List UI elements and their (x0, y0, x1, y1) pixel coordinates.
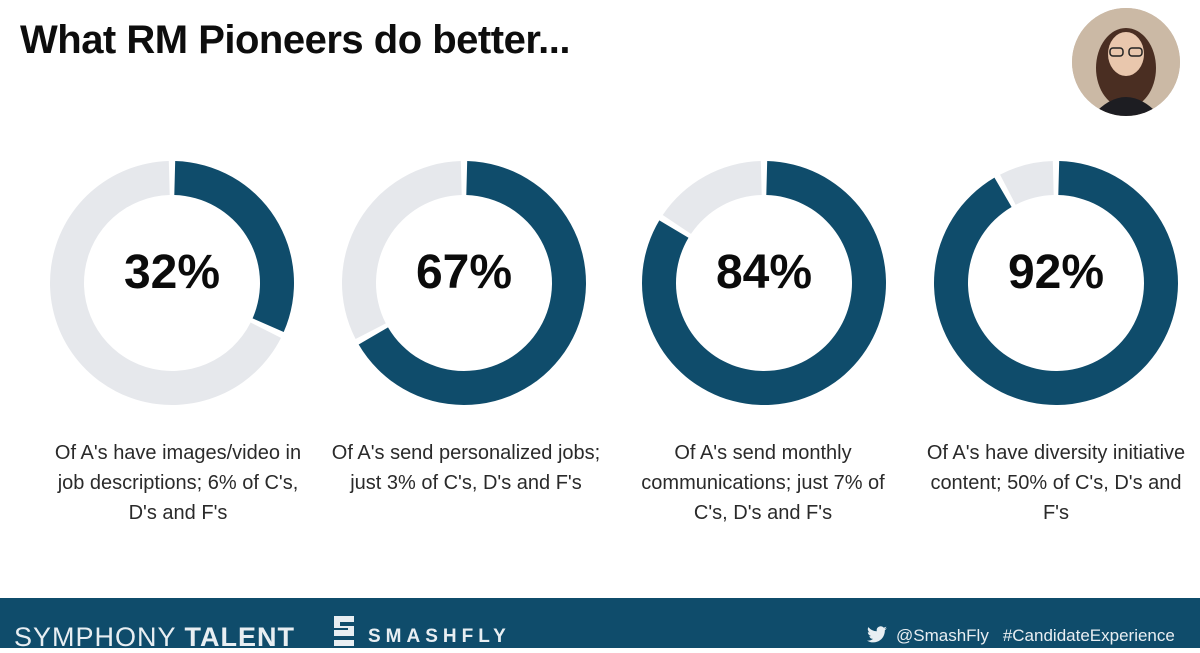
smashfly-logo-icon (334, 616, 354, 646)
donut-svg-4 (934, 161, 1178, 405)
donut-slice-value-1 (174, 161, 294, 333)
caption-3: Of A's send monthly communications; just… (641, 442, 885, 524)
presenter-avatar (1072, 8, 1180, 116)
smashfly-wordmark: SMASHFLY (368, 626, 511, 647)
twitter-handle: @SmashFly (896, 626, 989, 645)
donut-svg-1 (49, 161, 294, 405)
donut-label-2: 67% (415, 246, 513, 299)
donut-svg-3 (642, 161, 886, 406)
donut-slice-remainder-2 (342, 161, 462, 339)
donut-label-1: 32% (123, 246, 221, 299)
donut-chart-3: 84% (634, 140, 894, 430)
donut-label-3: 84% (715, 246, 813, 299)
donut-label-4: 92% (1007, 246, 1105, 299)
donut-svg-2 (342, 161, 586, 405)
caption-4: Of A's have diversity initiative content… (926, 442, 1186, 524)
social-links: @SmashFly #CandidateExperience (866, 626, 1189, 646)
donut-slice-remainder-1 (49, 161, 281, 405)
donut-chart-1: 32% (42, 140, 302, 430)
donut-slice-value-2 (358, 161, 586, 405)
footer-bar: SYMPHONY TALENT SMASHFLY @SmashFly #Candi… (0, 598, 1200, 652)
brand1-light: SYMPHONY (14, 622, 185, 652)
hashtag: #CandidateExperience (1002, 626, 1175, 645)
caption-1: Of A's have images/video in job descript… (54, 442, 302, 524)
donut-slice-remainder-3 (662, 161, 762, 234)
caption-2: Of A's send personalized jobs; just 3% o… (331, 442, 601, 494)
twitter-bird-icon (867, 626, 887, 643)
brand1-bold: TALENT (184, 622, 296, 652)
donut-slice-remainder-4 (1000, 161, 1054, 205)
symphony-talent-logo: SYMPHONY TALENT (14, 622, 295, 653)
donut-charts: 32% 67% 84% 92% (0, 140, 1200, 430)
slide-title: What RM Pioneers do better... (20, 18, 571, 62)
donut-chart-2: 67% (334, 140, 594, 430)
donut-chart-4: 92% (926, 140, 1186, 430)
